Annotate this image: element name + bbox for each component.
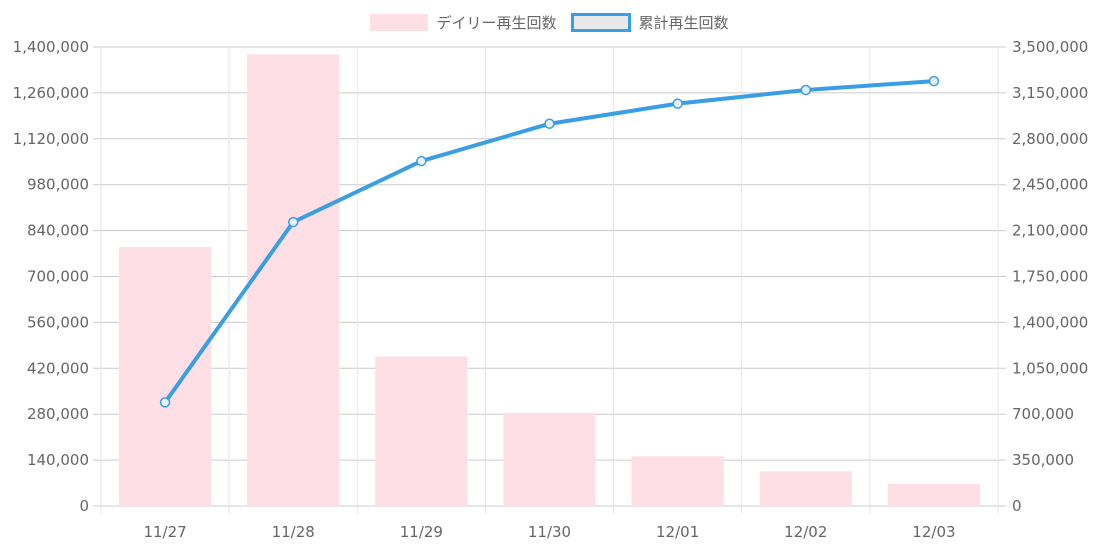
y-left-tick-label: 840,000 [27,222,89,240]
x-tick-label: 11/29 [400,523,443,541]
x-tick-label: 11/28 [272,523,315,541]
bar-daily [375,356,468,506]
point-cumulative [928,75,940,87]
y-right-tick-label: 2,100,000 [1012,222,1088,240]
x-tick-label: 11/30 [528,523,571,541]
y-left-tick-label: 1,120,000 [13,130,89,148]
y-left-tick-label: 280,000 [27,405,89,423]
bar-daily [118,246,212,506]
x-tick-label: 12/03 [912,523,955,541]
legend-item-daily[interactable]: デイリー再生回数 [370,12,557,33]
legend-label-daily: デイリー再生回数 [436,13,557,32]
y-left-tick-label: 980,000 [27,176,89,194]
y-left-tick-label: 420,000 [27,359,89,377]
y-right-tick-label: 350,000 [1012,451,1074,469]
y-left-tick-label: 1,400,000 [13,38,89,56]
legend-label-cumulative: 累計再生回数 [638,13,729,32]
point-cumulative [159,397,171,408]
y-right-tick-label: 3,500,000 [1012,38,1088,56]
y-left-tick-label: 140,000 [27,451,89,469]
y-left-tick-label: 560,000 [27,313,89,331]
legend-swatch-daily [370,13,429,31]
x-tick-label: 12/02 [784,523,827,541]
legend-swatch-cumulative [570,12,631,32]
y-right-tick-label: 700,000 [1012,405,1074,423]
bar-daily [631,456,724,506]
y-right-tick-label: 3,150,000 [1012,84,1088,102]
y-right-tick-label: 1,400,000 [1012,313,1088,331]
y-right-tick-label: 1,050,000 [1012,359,1088,377]
bar-daily [759,471,852,506]
bar-daily [503,412,596,506]
point-cumulative [672,98,683,109]
bar-daily [247,54,340,506]
y-right-tick-label: 2,450,000 [1012,176,1088,194]
point-cumulative [800,84,812,96]
point-cumulative [287,216,299,228]
y-right-tick-label: 0 [1012,497,1022,515]
point-cumulative [544,118,555,129]
x-tick-label: 11/27 [143,523,186,541]
y-right-tick-label: 1,750,000 [1012,268,1088,286]
x-tick-label: 12/01 [656,523,699,541]
y-left-tick-label: 1,260,000 [13,84,89,102]
bar-daily [887,483,981,506]
legend-item-cumulative[interactable]: 累計再生回数 [570,12,729,33]
chart-legend: デイリー再生回数 累計再生回数 [0,8,1099,36]
y-left-tick-label: 700,000 [27,268,89,286]
y-left-tick-label: 0 [79,497,89,515]
point-cumulative [416,155,427,167]
y-right-tick-label: 2,800,000 [1012,130,1088,148]
